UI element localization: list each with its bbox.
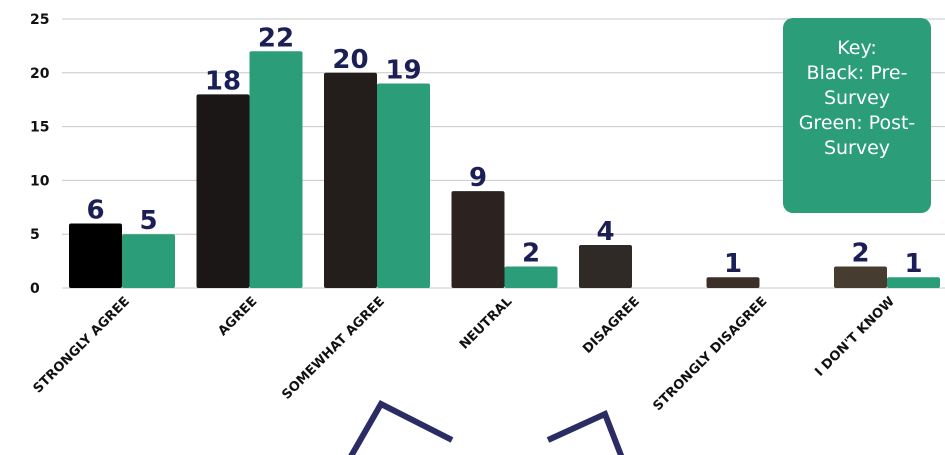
data-labels: 6 5 18 22 20 19 9 2 4 1 2 1 bbox=[86, 23, 922, 279]
pre-survey-bar bbox=[706, 277, 760, 288]
category-label: SOMEWHAT AGREE bbox=[279, 294, 387, 402]
category-label: NEUTRAL bbox=[457, 294, 515, 352]
post-survey-bar bbox=[122, 234, 175, 288]
data-label: 2 bbox=[522, 238, 540, 268]
key-line: Survey bbox=[823, 137, 891, 159]
category-label: STRONGLY AGREE bbox=[31, 294, 133, 396]
data-label: 2 bbox=[851, 238, 869, 268]
post-survey-bar bbox=[887, 277, 940, 288]
post-survey-bar bbox=[249, 51, 303, 288]
y-tick-label: 25 bbox=[30, 12, 49, 28]
data-label: 18 bbox=[205, 66, 241, 96]
data-label: 20 bbox=[332, 45, 368, 75]
category-labels: STRONGLY AGREE AGREE SOMEWHAT AGREE NEUTRAL… bbox=[31, 294, 898, 414]
pre-survey-bar bbox=[196, 94, 250, 288]
data-label: 1 bbox=[904, 249, 922, 279]
pre-survey-bar bbox=[69, 223, 122, 288]
pre-survey-bar bbox=[324, 72, 377, 288]
category-label: STRONGLY DISAGREE bbox=[650, 294, 770, 414]
data-label: 22 bbox=[258, 23, 294, 53]
data-label: 5 bbox=[139, 206, 157, 236]
key-line: Survey bbox=[823, 87, 891, 109]
data-label: 9 bbox=[469, 163, 487, 193]
data-label: 4 bbox=[596, 217, 614, 247]
y-tick-label: 20 bbox=[30, 66, 50, 82]
pre-survey-bar bbox=[834, 266, 887, 288]
key-line: Green: Post- bbox=[798, 112, 916, 134]
category-label: DISAGREE bbox=[580, 294, 643, 357]
key-line: Black: Pre- bbox=[806, 62, 908, 84]
y-tick-label: 15 bbox=[30, 120, 49, 136]
category-label: AGREE bbox=[215, 294, 260, 339]
legend-key-box: Key: Black: Pre- Survey Green: Post- Sur… bbox=[783, 18, 931, 213]
key-line: Key: bbox=[837, 37, 877, 59]
pre-survey-bar bbox=[451, 191, 505, 288]
y-tick-label: 10 bbox=[30, 173, 50, 189]
pre-survey-bar bbox=[579, 244, 632, 288]
post-survey-bar bbox=[377, 83, 430, 288]
y-axis-ticks: 0 5 10 15 20 25 bbox=[30, 12, 50, 297]
data-label: 1 bbox=[724, 249, 742, 279]
bars bbox=[69, 51, 940, 288]
post-survey-bar bbox=[504, 266, 558, 288]
data-label: 6 bbox=[86, 195, 104, 225]
y-tick-label: 0 bbox=[30, 281, 40, 297]
star-outline-decoration bbox=[348, 400, 625, 455]
data-label: 19 bbox=[385, 56, 421, 86]
category-label: I DON'T KNOW bbox=[812, 294, 897, 379]
y-tick-label: 5 bbox=[30, 227, 40, 243]
